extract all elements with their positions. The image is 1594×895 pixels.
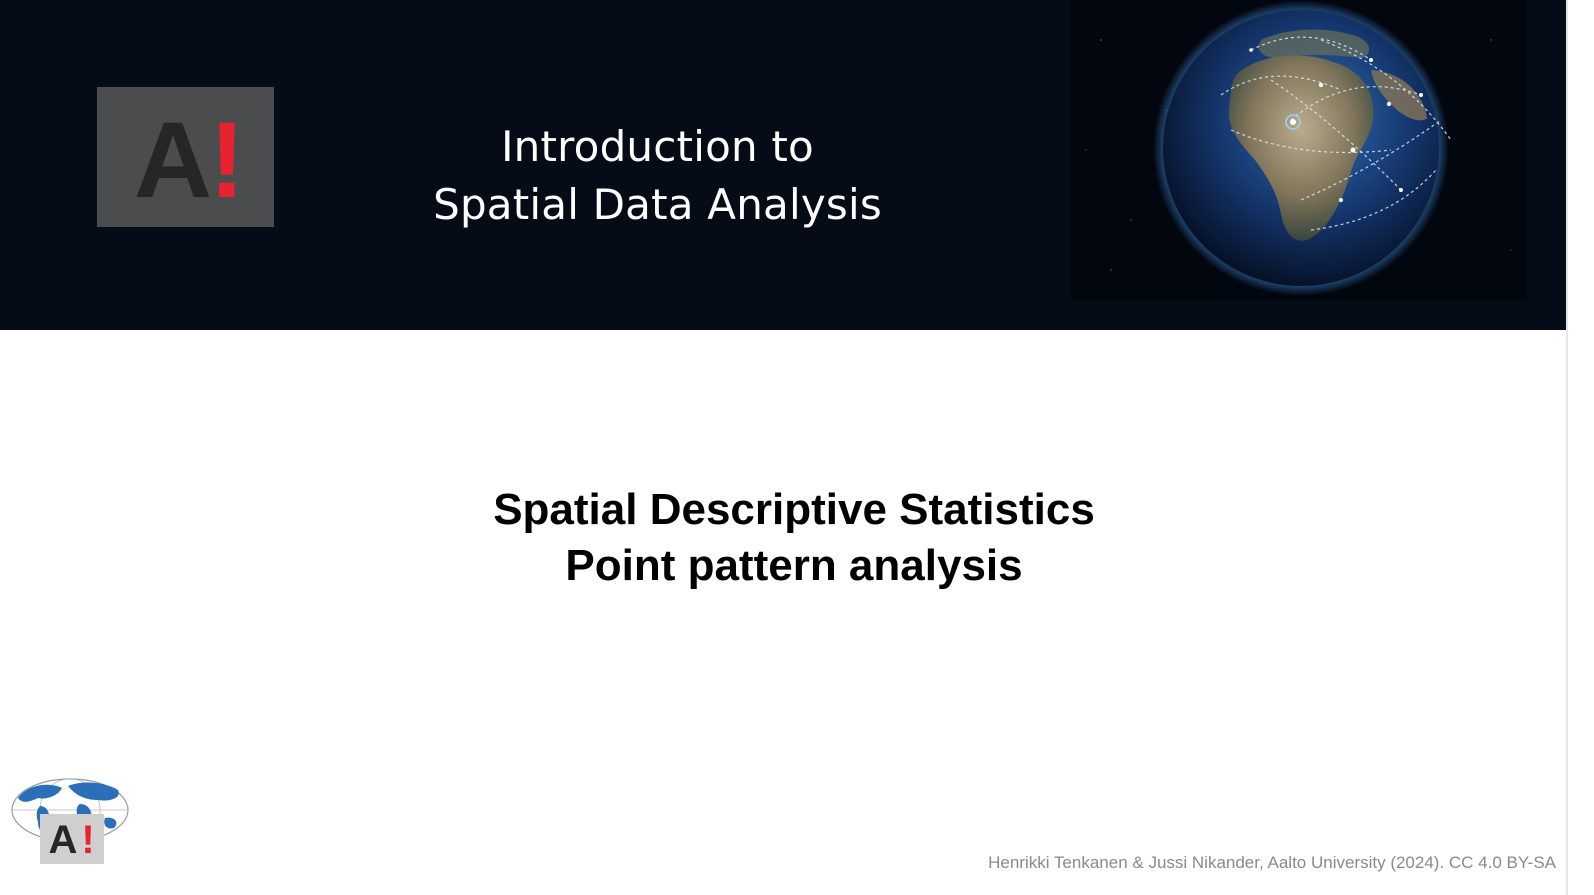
- world-map-globe-icon: A !: [11, 778, 129, 864]
- lecture-title: Spatial Descriptive Statistics Point pat…: [380, 482, 1208, 594]
- lecture-title-line-2: Point pattern analysis: [565, 541, 1023, 590]
- course-title-line-2: Spatial Data Analysis: [433, 180, 882, 229]
- header-banner: A ! Introduction to Spatial Data Analysi…: [0, 0, 1568, 330]
- credit-footer: Henrikki Tenkanen & Jussi Nikander, Aalt…: [988, 853, 1556, 872]
- logo-letter-a: A: [134, 99, 212, 220]
- logo-exclamation: !: [209, 99, 245, 220]
- corner-logo-letter-a: A: [49, 818, 78, 862]
- earth-network-globe-icon: [1071, 0, 1527, 300]
- corner-logo-exclamation: !: [81, 818, 94, 862]
- course-title-line-1: Introduction to: [501, 122, 814, 171]
- aalto-logo: A !: [97, 87, 274, 227]
- earth-globe-image: [1071, 0, 1527, 300]
- lecture-title-line-1: Spatial Descriptive Statistics: [493, 485, 1095, 534]
- slide-edge-divider: [1566, 0, 1568, 895]
- corner-logo: A !: [10, 776, 132, 866]
- aalto-logo-icon: A !: [97, 87, 274, 227]
- course-title: Introduction to Spatial Data Analysis: [400, 118, 915, 234]
